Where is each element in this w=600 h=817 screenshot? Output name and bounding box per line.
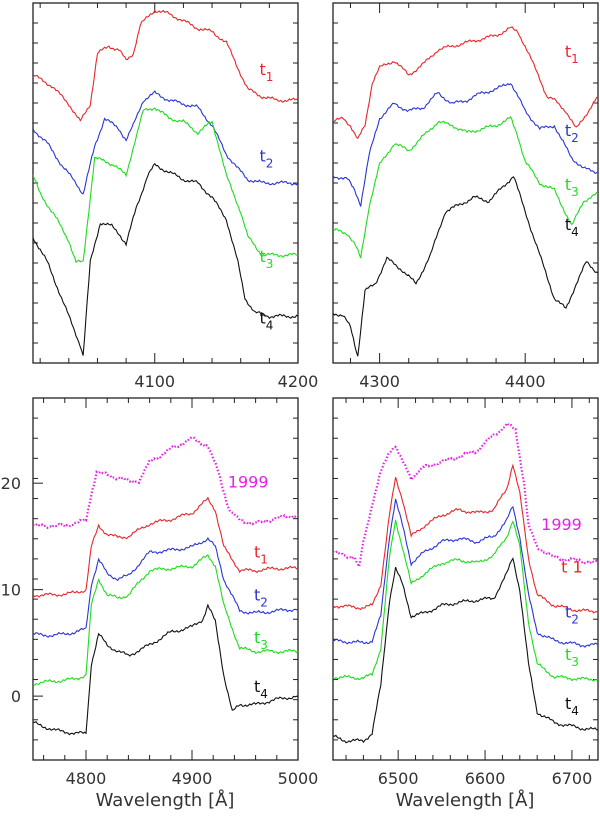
x-tick-label: 6500 bbox=[378, 769, 419, 788]
x-tick-label: 4300 bbox=[359, 372, 400, 391]
series-label-t2: t2 bbox=[565, 602, 579, 626]
x-axis-title-right: Wavelength [Å] bbox=[396, 789, 535, 811]
x-tick-label: 6700 bbox=[552, 769, 593, 788]
series-label-1999: 1999 bbox=[228, 472, 269, 491]
x-axis-title-left: Wavelength [Å] bbox=[96, 789, 235, 811]
series-line-1999 bbox=[33, 435, 298, 530]
series-label-t1: t1 bbox=[565, 42, 579, 66]
series-label-t1: t1 bbox=[254, 543, 268, 567]
series-line-t1 bbox=[333, 26, 598, 140]
series-label-t2: t2 bbox=[565, 121, 579, 145]
series-line-t3 bbox=[333, 519, 598, 682]
series-line-t2 bbox=[333, 82, 598, 207]
series-label-subscript: 3 bbox=[571, 185, 579, 199]
x-tick-label: 6600 bbox=[465, 769, 506, 788]
series-label-main: t bbox=[565, 215, 571, 234]
series-line-t2 bbox=[33, 90, 298, 195]
series-label-main: t bbox=[565, 694, 571, 713]
series-label-main: t bbox=[254, 677, 260, 696]
series-label-t3: t3 bbox=[260, 247, 274, 271]
plot-frame bbox=[32, 397, 299, 761]
plot-frame bbox=[332, 397, 599, 761]
series-label-main: t bbox=[254, 628, 260, 647]
series-label-subscript: 2 bbox=[571, 612, 579, 626]
y-tick-label: 20 bbox=[1, 474, 21, 493]
series-line-t4 bbox=[333, 176, 598, 357]
x-tick-label: 4900 bbox=[172, 769, 213, 788]
series-label-subscript: 2 bbox=[571, 131, 579, 145]
y-tick-label: 10 bbox=[1, 581, 21, 600]
series-label-main: 1999 bbox=[541, 515, 582, 534]
x-tick-label: 4800 bbox=[66, 769, 107, 788]
series-label-subscript: 1 bbox=[260, 553, 268, 567]
series-label-t1: t1 bbox=[260, 60, 274, 84]
series-label-t1: t 1 bbox=[561, 558, 583, 577]
series-line-t1 bbox=[333, 463, 598, 614]
series-label-1999: 1999 bbox=[541, 515, 582, 534]
series-label-subscript: 3 bbox=[266, 257, 274, 271]
series-label-main: t bbox=[254, 585, 260, 604]
series-label-main: t bbox=[260, 247, 266, 266]
series-label-t3: t3 bbox=[565, 175, 579, 199]
series-label-t4: t4 bbox=[254, 677, 268, 701]
series-line-t2 bbox=[33, 537, 298, 638]
plot-frame bbox=[32, 2, 299, 364]
series-line-t4 bbox=[33, 603, 298, 736]
series-line-1999 bbox=[333, 421, 598, 571]
series-label-subscript: 4 bbox=[266, 318, 274, 332]
series-label-t3: t3 bbox=[254, 628, 268, 652]
series-label-subscript: 1 bbox=[571, 52, 579, 66]
series-label-t2: t2 bbox=[254, 585, 268, 609]
series-line-t1 bbox=[33, 9, 298, 122]
series-label-t4: t4 bbox=[565, 694, 579, 718]
series-line-t1 bbox=[33, 496, 298, 598]
series-label-main: t bbox=[565, 121, 571, 140]
y-tick-label: 0 bbox=[11, 687, 21, 706]
x-tick-label: 4200 bbox=[278, 372, 319, 391]
series-label-main: t bbox=[260, 60, 266, 79]
series-label-subscript: 4 bbox=[571, 704, 579, 718]
series-label-subscript: 4 bbox=[260, 687, 268, 701]
series-label-main: t bbox=[565, 602, 571, 621]
series-label-subscript: 4 bbox=[571, 225, 579, 239]
series-line-t4 bbox=[33, 162, 298, 356]
x-tick-label: 5000 bbox=[278, 769, 319, 788]
series-label-subscript: 3 bbox=[571, 655, 579, 669]
series-label-main: t bbox=[565, 42, 571, 61]
series-label-main: 1999 bbox=[228, 472, 269, 491]
series-line-t4 bbox=[333, 557, 598, 744]
series-label-main: t 1 bbox=[561, 558, 583, 577]
series-line-t3 bbox=[333, 115, 598, 259]
series-label-t4: t4 bbox=[260, 308, 274, 332]
series-label-t3: t3 bbox=[565, 645, 579, 669]
series-line-t3 bbox=[33, 107, 298, 264]
series-label-subscript: 1 bbox=[266, 70, 274, 84]
series-label-subscript: 2 bbox=[260, 595, 268, 609]
series-label-t4: t4 bbox=[565, 215, 579, 239]
plot-frame bbox=[332, 2, 599, 364]
series-label-t2: t2 bbox=[260, 146, 274, 170]
series-line-t2 bbox=[333, 498, 598, 648]
series-label-main: t bbox=[260, 146, 266, 165]
series-label-main: t bbox=[260, 308, 266, 327]
series-label-main: t bbox=[565, 175, 571, 194]
series-label-subscript: 3 bbox=[260, 638, 268, 652]
series-label-main: t bbox=[254, 543, 260, 562]
series-label-main: t bbox=[565, 645, 571, 664]
x-tick-label: 4100 bbox=[134, 372, 175, 391]
series-line-t3 bbox=[33, 554, 298, 686]
series-label-subscript: 2 bbox=[266, 156, 274, 170]
x-tick-label: 4400 bbox=[505, 372, 546, 391]
